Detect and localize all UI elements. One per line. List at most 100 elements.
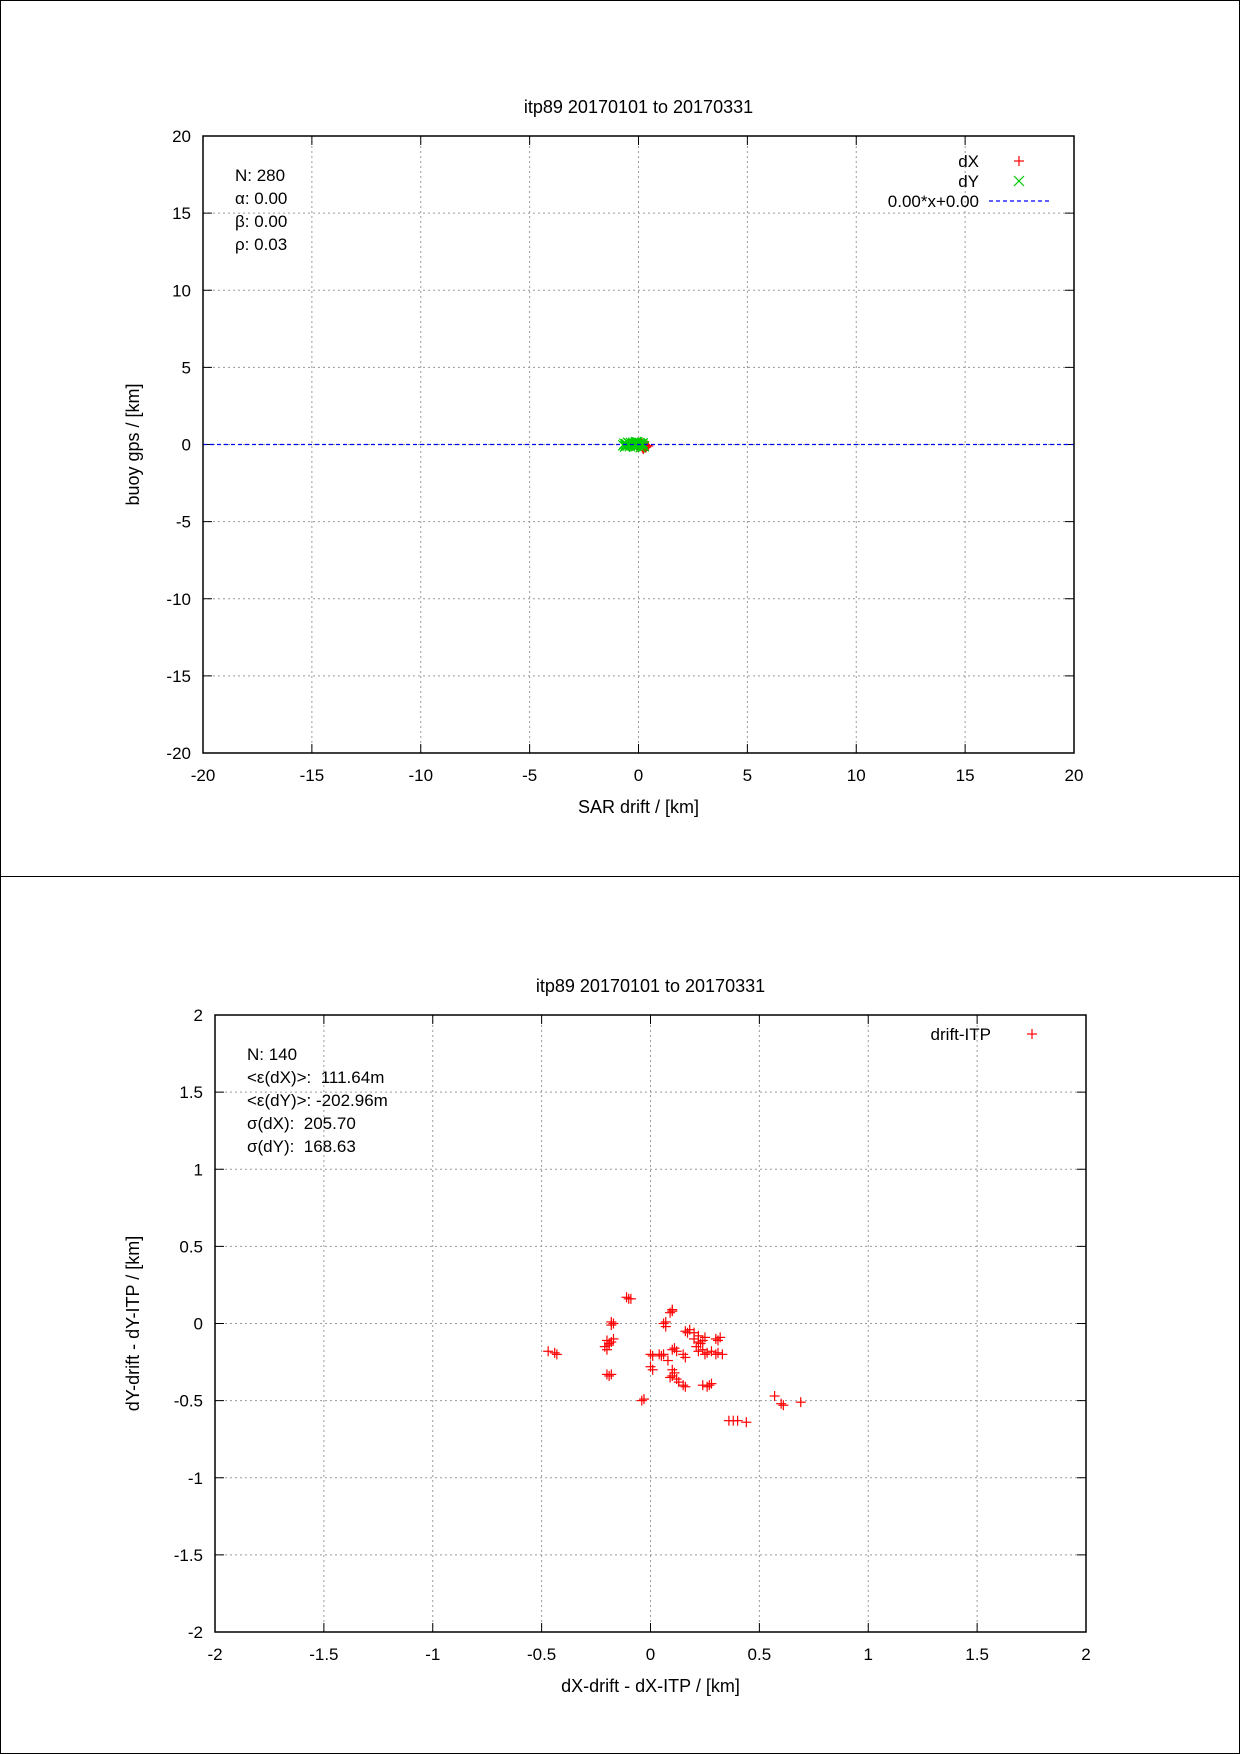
data-point-drift-ITP [662,1355,673,1366]
x-tick-label: -1.5 [309,1645,338,1664]
top-chart-panel: itp89 20170101 to 20170331 -20 -15 -10 -5 0 5 1… [0,0,1240,877]
data-point-drift-ITP [680,1326,691,1337]
data-point-drift-ITP [717,1349,728,1360]
data-point-drift-ITP [732,1415,743,1426]
x-axis-label: dX-drift - dX-ITP / [km] [561,1676,740,1696]
y-tick-label: -15 [166,667,191,686]
data-point-drift-ITP [647,1350,658,1361]
data-point-drift-ITP [680,1352,691,1363]
data-point-drift-ITP [658,1349,669,1360]
plot-frame [214,1014,1087,1633]
y-tick-label: 0 [182,436,191,455]
bottom-scatter-chart: itp89 20170101 to 20170331 -2 -1.5 -1 -0.5 0 0… [123,976,1091,1696]
y-tick-label: 0 [194,1315,203,1334]
stats-line: σ(dY): 168.63 [247,1137,356,1156]
x-tick-label: 1.5 [965,1645,989,1664]
x-tick-label: 2 [1081,1645,1090,1664]
data-point-drift-ITP [776,1398,787,1409]
y-tick-label: -20 [166,744,191,763]
data-point-drift-ITP [689,1327,700,1338]
data-point-drift-ITP [608,1333,619,1344]
data-point-dY [636,440,648,452]
data-point-drift-ITP [713,1347,724,1358]
legend-label: dX [958,152,979,171]
data-point-drift-ITP [601,1335,612,1346]
x-tick-label: -15 [300,766,325,785]
data-point-dY [637,437,649,449]
data-point-drift-ITP [660,1316,671,1327]
y-tick-label: 0.5 [179,1237,203,1256]
data-point-drift-ITP [621,1292,632,1303]
data-point-drift-ITP [710,1333,721,1344]
data-point-drift-ITP [604,1340,615,1351]
data-point-drift-ITP [699,1349,710,1360]
data-point-drift-ITP [606,1369,617,1380]
y-tick-label: 1.5 [179,1083,203,1102]
data-point-dY [633,438,645,449]
data-point-drift-ITP [647,1364,658,1375]
data-point-drift-ITP [625,1293,636,1304]
data-point-drift-ITP [671,1346,682,1357]
legend-marker [1014,156,1024,166]
y-tick-label: 15 [172,204,191,223]
data-point-dY [630,436,642,448]
top-scatter-chart: itp89 20170101 to 20170331 -20 -15 -10 -5 0 5 1… [123,97,1084,817]
data-point-drift-ITP [665,1372,676,1383]
y-tick-label: 2 [194,1006,203,1025]
data-point-drift-ITP [778,1400,789,1411]
y-tick-label: -1.5 [174,1546,203,1565]
x-tick-label: -0.5 [527,1645,556,1664]
data-point-drift-ITP [656,1350,667,1361]
data-point-drift-ITP [693,1346,704,1357]
x-tick-label: 0 [646,1645,655,1664]
data-point-drift-ITP [706,1378,717,1389]
data-point-drift-ITP [702,1347,713,1358]
data-point-drift-ITP [604,1370,615,1381]
y-tick-label: -5 [176,513,191,532]
y-tick-label: -10 [166,590,191,609]
data-point-drift-ITP [795,1397,806,1408]
chart-title: itp89 20170101 to 20170331 [524,97,753,117]
y-tick-label: -1 [188,1469,203,1488]
x-tick-label: -2 [207,1645,222,1664]
data-point-drift-ITP [678,1380,689,1391]
stats-line: N: 140 [247,1045,297,1064]
plot-frame [202,135,1075,754]
x-tick-label: 0 [634,766,643,785]
x-tick-label: -5 [522,766,537,785]
y-axis-label: dY-drift - dY-ITP / [km] [123,1236,143,1411]
x-tick-label: -10 [408,766,433,785]
data-point-drift-ITP [551,1349,562,1360]
data-point-drift-ITP [638,1394,649,1405]
data-point-drift-ITP [549,1347,560,1358]
stats-line: N: 280 [235,166,285,185]
x-axis-label: SAR drift / [km] [578,797,699,817]
legend-marker [1013,175,1025,187]
legend-label: dY [958,172,979,191]
data-point-drift-ITP [636,1395,647,1406]
y-tick-label: 5 [182,358,191,377]
x-tick-label: 20 [1065,766,1084,785]
data-point-drift-ITP [667,1370,678,1381]
data-point-drift-ITP [667,1344,678,1355]
stats-line: <ε(dY)>: -202.96m [247,1091,388,1110]
data-point-drift-ITP [699,1332,710,1343]
x-tick-label: 1 [864,1645,873,1664]
data-point-drift-ITP [769,1390,780,1401]
data-point-drift-ITP [543,1346,554,1357]
data-point-drift-ITP [680,1381,691,1392]
y-tick-label: 1 [194,1160,203,1179]
x-tick-label: 10 [847,766,866,785]
x-tick-label: 15 [956,766,975,785]
legend-label: drift-ITP [931,1025,991,1044]
data-point-drift-ITP [704,1380,715,1391]
stats-line: β: 0.00 [235,212,287,231]
data-point-drift-ITP [645,1349,656,1360]
x-tick-label: -20 [191,766,216,785]
x-tick-label: 5 [743,766,752,785]
legend-label: 0.00*x+0.00 [888,192,979,211]
stats-line: α: 0.00 [235,189,287,208]
stats-line: σ(dX): 205.70 [247,1114,356,1133]
legend-marker [1027,1029,1037,1039]
data-point-drift-ITP [741,1417,752,1428]
